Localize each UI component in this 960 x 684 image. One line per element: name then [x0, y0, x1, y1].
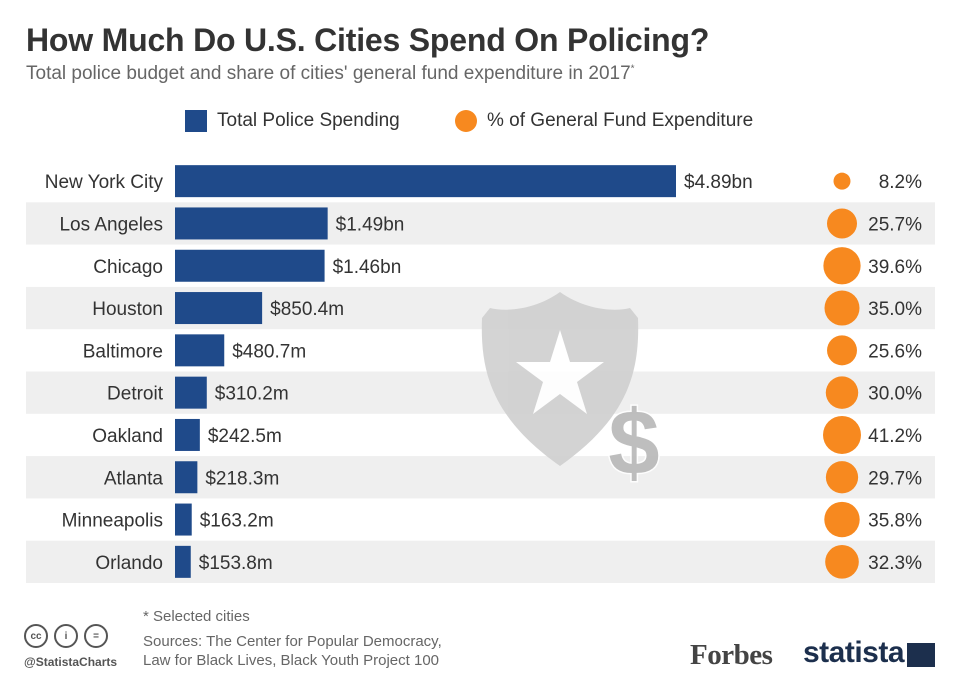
sources-line-2: Law for Black Lives, Black Youth Project… — [143, 652, 440, 669]
legend-item-share: % of General Fund Expenditure — [455, 110, 753, 132]
sources-line-1: Sources: The Center for Popular Democrac… — [143, 633, 442, 650]
spending-bar — [175, 418, 200, 451]
spending-value-label: $1.49bn — [336, 214, 405, 235]
svg-text:$: $ — [608, 392, 659, 494]
spending-bar — [175, 461, 198, 494]
statista-logo: statista — [803, 636, 905, 669]
chart-title: How Much Do U.S. Cities Spend On Policin… — [26, 22, 710, 58]
share-value-label: 30.0% — [868, 384, 922, 405]
category-label: Los Angeles — [59, 214, 163, 235]
share-dot — [833, 172, 851, 190]
share-value-label: 25.7% — [868, 214, 922, 235]
spending-value-label: $163.2m — [200, 511, 274, 532]
spending-bar — [175, 334, 225, 367]
legend: Total Police Spending % of General Fund … — [0, 110, 960, 136]
legend-label-share: % of General Fund Expenditure — [487, 110, 754, 131]
creative-commons-icon: cc — [24, 624, 48, 648]
share-dot — [824, 501, 860, 538]
category-label: Orlando — [95, 553, 163, 574]
bar-chart: $ New York City $4.89bn 8.2% Los Angeles $1.… — [26, 165, 935, 583]
share-dot — [827, 335, 857, 366]
spending-bar — [175, 292, 263, 325]
spending-value-label: $850.4m — [270, 299, 344, 320]
forbes-logo: Forbes — [690, 639, 773, 671]
spending-bar — [175, 503, 192, 536]
category-label: Baltimore — [83, 341, 163, 362]
legend-label-spending: Total Police Spending — [217, 110, 400, 131]
attribution-icon: i — [54, 624, 78, 648]
police-badge-watermark-icon: $ — [481, 292, 661, 496]
share-value-label: 29.7% — [868, 468, 922, 489]
spending-bar — [175, 376, 207, 409]
spending-value-label: $153.8m — [199, 553, 273, 574]
chart-subtitle: Total police budget and share of cities'… — [26, 63, 635, 85]
share-dot — [826, 208, 858, 239]
share-value-label: 8.2% — [879, 172, 922, 193]
share-value-label: 25.6% — [868, 341, 922, 362]
category-label: Minneapolis — [62, 511, 163, 532]
spending-bar — [175, 249, 325, 282]
spending-value-label: $1.46bn — [333, 257, 402, 278]
no-derivatives-icon: = — [84, 624, 108, 648]
category-label: Houston — [92, 299, 163, 320]
category-label: Detroit — [107, 384, 164, 405]
statista-logo-icon — [907, 643, 935, 667]
legend-item-spending: Total Police Spending — [185, 110, 400, 132]
subtitle-text: Total police budget and share of cities'… — [26, 63, 631, 84]
category-label: Oakland — [92, 426, 163, 447]
spending-value-label: $4.89bn — [684, 172, 753, 193]
spending-value-label: $480.7m — [232, 341, 306, 362]
share-dot — [823, 247, 861, 285]
sources: Sources: The Center for Popular Democrac… — [143, 632, 442, 670]
share-value-label: 35.8% — [868, 511, 922, 532]
footnote: * Selected cities — [143, 608, 250, 625]
spending-bar — [175, 207, 328, 240]
spending-value-label: $218.3m — [205, 468, 279, 489]
legend-circle-swatch — [455, 110, 477, 132]
spending-bar — [175, 545, 191, 578]
share-dot — [825, 545, 859, 579]
spending-value-label: $242.5m — [208, 426, 282, 447]
statista-handle: @StatistaCharts — [24, 655, 118, 669]
share-dot — [825, 461, 859, 494]
spending-value-label: $310.2m — [215, 384, 289, 405]
subtitle-asterisk: * — [630, 63, 635, 75]
share-dot — [824, 290, 860, 326]
category-label: Atlanta — [104, 468, 164, 489]
share-dot — [825, 376, 859, 409]
share-dot — [823, 415, 861, 454]
share-value-label: 41.2% — [868, 426, 922, 447]
category-label: New York City — [45, 172, 164, 193]
share-value-label: 35.0% — [868, 299, 922, 320]
share-value-label: 32.3% — [868, 553, 922, 574]
license-icons: cc i = — [24, 624, 108, 648]
legend-square-swatch — [185, 110, 207, 132]
spending-bar — [175, 165, 676, 198]
share-value-label: 39.6% — [868, 257, 922, 278]
category-label: Chicago — [93, 257, 163, 278]
